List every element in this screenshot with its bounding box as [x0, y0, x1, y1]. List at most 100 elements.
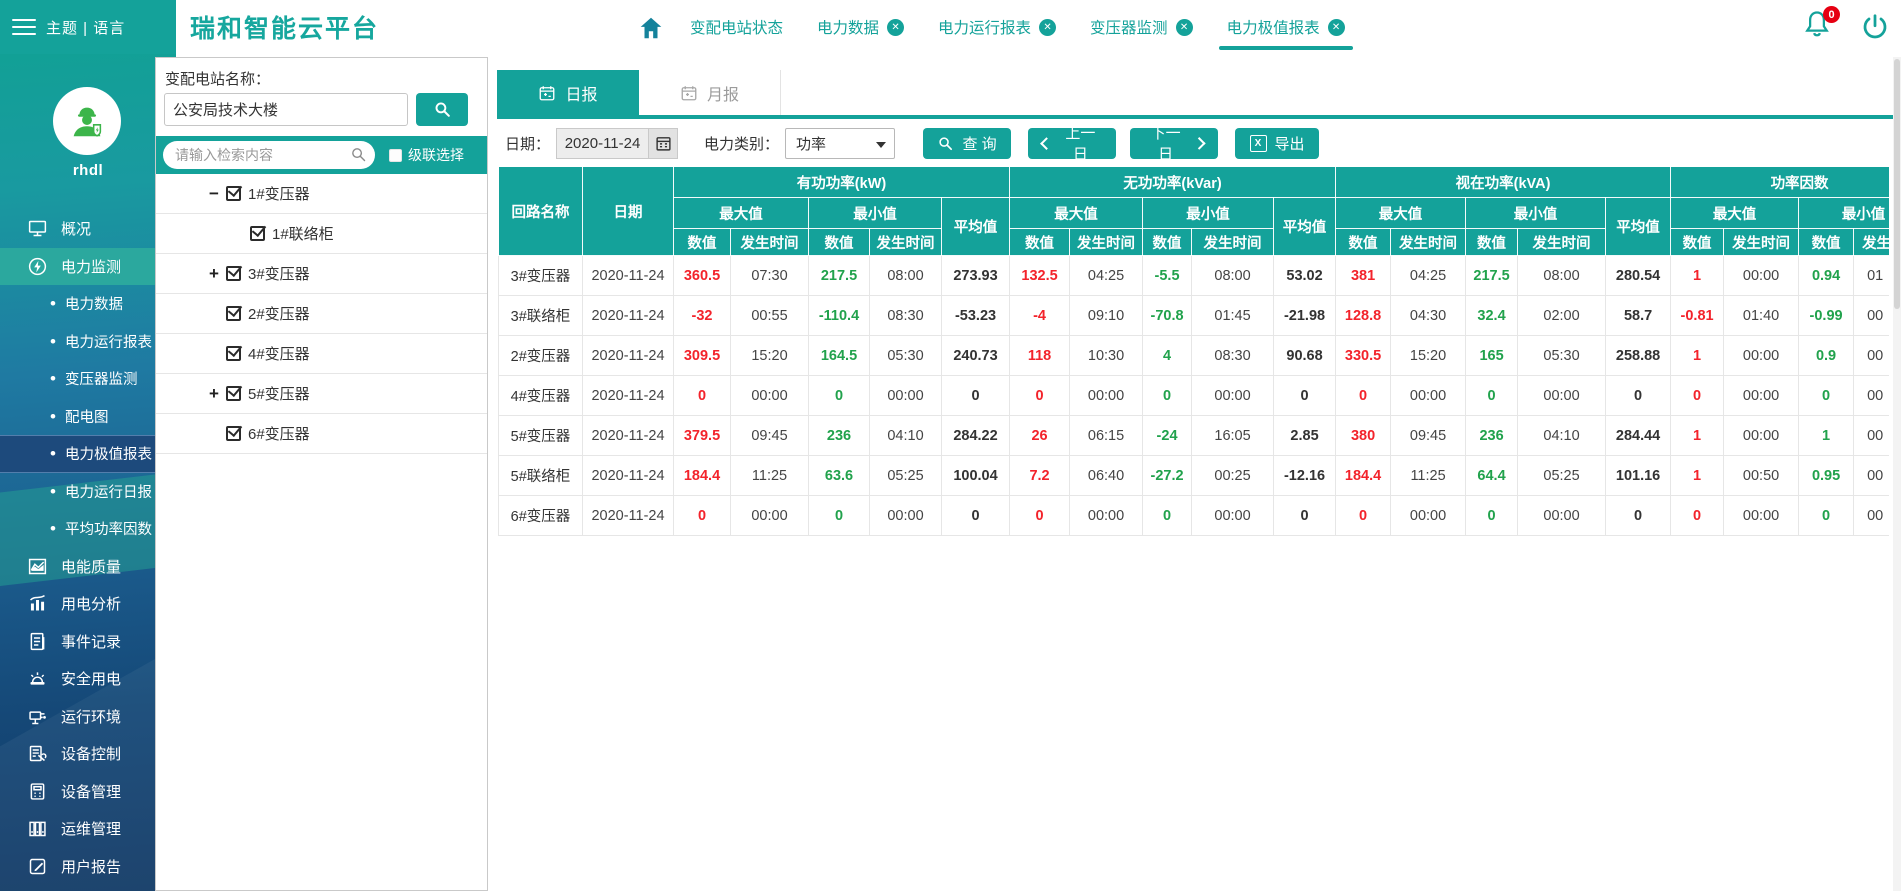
sidebar-subitem-3[interactable]: • 电力数据 [0, 285, 176, 323]
checked-checkbox-icon[interactable] [226, 346, 241, 361]
tree-item[interactable]: − 1#变压器 [156, 174, 487, 214]
nav-tab-4[interactable]: 变压器监测 ✕ [1090, 0, 1193, 54]
sidebar-item-label: 用电分析 [61, 596, 122, 614]
tree-item[interactable]: 2#变压器 [156, 294, 487, 334]
tree-item[interactable]: 6#变压器 [156, 414, 487, 454]
device-icon [26, 780, 48, 802]
vertical-scrollbar[interactable] [1893, 57, 1901, 891]
export-button[interactable]: X 导出 [1235, 127, 1320, 159]
station-name-input[interactable] [164, 93, 408, 126]
nav-tab-1[interactable]: 变配电站状态 [690, 0, 783, 54]
expand-icon[interactable]: + [209, 264, 219, 283]
sidebar-item-17[interactable]: 运维管理 [0, 810, 176, 848]
sidebar-item-10[interactable]: 电能质量 [0, 548, 176, 586]
tree-search-input[interactable] [163, 141, 375, 169]
query-button[interactable]: 查 询 [923, 127, 1012, 159]
prev-day-button[interactable]: 上一日 [1028, 125, 1117, 163]
sidebar-item-13[interactable]: 安全用电 [0, 660, 176, 698]
notification-bell-icon[interactable]: 0 [1802, 6, 1840, 48]
sidebar-item-label: 平均功率因数 [64, 522, 152, 539]
power-off-icon[interactable] [1860, 12, 1890, 42]
value-cell: 217.5 [808, 255, 870, 296]
checked-checkbox-icon[interactable] [250, 226, 265, 241]
value-cell: 09:10 [1069, 295, 1144, 336]
nav-tab-5[interactable]: 电力极值报表 ✕ [1218, 0, 1353, 54]
notification-badge: 0 [1823, 6, 1840, 23]
sidebar-subitem-5[interactable]: • 变压器监测 [0, 360, 176, 398]
value-cell: -70.8 [1142, 295, 1193, 336]
bullet-icon: • [50, 406, 56, 426]
close-icon[interactable]: ✕ [887, 18, 905, 36]
tree-item[interactable]: 1#联络柜 [156, 214, 487, 254]
sidebar-item-1[interactable]: 概况 [0, 210, 176, 248]
col-header-value: 数值 [1798, 228, 1855, 256]
tree-item[interactable]: 4#变压器 [156, 334, 487, 374]
sidebar-subitem-6[interactable]: • 配电图 [0, 398, 176, 436]
sidebar-item-2[interactable]: 电力监测 [0, 247, 176, 285]
tab-daily-report[interactable]: 日报 [497, 70, 639, 115]
sidebar-subitem-7[interactable]: • 电力极值报表 [0, 435, 176, 473]
station-search-button[interactable] [416, 93, 468, 126]
tree-item[interactable]: +5#变压器 [156, 374, 487, 414]
sidebar-item-16[interactable]: 设备管理 [0, 773, 176, 811]
value-cell: 360.5 [673, 255, 731, 296]
nav-tab-3[interactable]: 电力运行报表 ✕ [938, 0, 1057, 54]
checked-checkbox-icon[interactable] [226, 426, 241, 441]
value-cell: 165 [1465, 335, 1519, 376]
avatar[interactable] [53, 87, 121, 155]
value-cell: 1 [1670, 255, 1725, 296]
date-input[interactable]: 2020-11-24 [556, 127, 649, 159]
nav-tab-label: 变压器监测 [1090, 20, 1168, 37]
checked-checkbox-icon[interactable] [226, 386, 241, 401]
value-cell: 4 [1142, 335, 1193, 376]
sidebar-subitem-8[interactable]: • 电力运行日报 [0, 473, 176, 511]
tree-item-label: 4#变压器 [248, 346, 310, 363]
sidebar-subitem-4[interactable]: • 电力运行报表 [0, 323, 176, 361]
date-cell: 2020-11-24 [582, 335, 674, 376]
checked-checkbox-icon[interactable] [226, 266, 241, 281]
value-cell: 1 [1670, 415, 1725, 456]
nav-tab-label: 电力运行报表 [938, 20, 1032, 37]
monthly-calendar-icon [681, 85, 697, 100]
bullet-icon: • [50, 519, 56, 539]
header-row-valuetime: 数值 发生时间 数值 发生时间 数值 发生时间 数值 发生时间 数值 发生时间 数值 发生时间 数值 发生… [499, 228, 1889, 256]
power-category-select[interactable]: 功率 [785, 127, 896, 159]
expand-icon[interactable]: + [209, 384, 219, 403]
sidebar-item-18[interactable]: 用户报告 [0, 848, 176, 886]
tree-item[interactable]: +3#变压器 [156, 254, 487, 294]
checkbox-icon[interactable] [389, 148, 402, 162]
home-icon[interactable] [636, 13, 666, 43]
tree-item-label: 1#联络柜 [272, 226, 334, 243]
sidebar-item-14[interactable]: 运行环境 [0, 698, 176, 736]
hamburger-icon[interactable] [12, 19, 36, 35]
close-icon[interactable]: ✕ [1175, 18, 1193, 36]
value-cell: 16:05 [1191, 415, 1275, 456]
sidebar-item-12[interactable]: 事件记录 [0, 623, 176, 661]
date-cell: 2020-11-24 [582, 255, 674, 296]
nav-tab-2[interactable]: 电力数据 ✕ [817, 0, 905, 54]
value-cell: 0 [1142, 375, 1193, 416]
sidebar-item-11[interactable]: 用电分析 [0, 585, 176, 623]
close-icon[interactable]: ✕ [1327, 18, 1345, 36]
checked-checkbox-icon[interactable] [226, 186, 241, 201]
value-cell: 258.88 [1605, 335, 1672, 376]
theme-language-switcher[interactable]: 主题 | 语言 [46, 19, 126, 37]
tab-monthly-report[interactable]: 月报 [639, 70, 781, 115]
value-cell: 236 [1465, 415, 1519, 456]
col-header-min: 最小值 [1465, 197, 1607, 229]
value-cell: 284.44 [1605, 415, 1672, 456]
tab-daily-label: 日报 [565, 86, 598, 104]
sidebar-item-15[interactable]: 设备控制 [0, 735, 176, 773]
sidebar-subitem-9[interactable]: • 平均功率因数 [0, 510, 176, 548]
calendar-icon[interactable] [648, 127, 679, 159]
next-day-button[interactable]: 下一日 [1130, 125, 1219, 163]
scrollbar-thumb[interactable] [1894, 59, 1900, 309]
collapse-icon[interactable]: − [209, 184, 219, 203]
col-header-time: 发生时间 [1069, 228, 1144, 256]
control-icon [26, 743, 48, 765]
col-header-circuit: 回路名称 [498, 166, 583, 256]
close-icon[interactable]: ✕ [1039, 18, 1057, 36]
cascade-select-checkbox[interactable]: 级联选择 [389, 145, 464, 165]
checked-checkbox-icon[interactable] [226, 306, 241, 321]
circuit-name-cell: 4#变压器 [498, 375, 583, 416]
